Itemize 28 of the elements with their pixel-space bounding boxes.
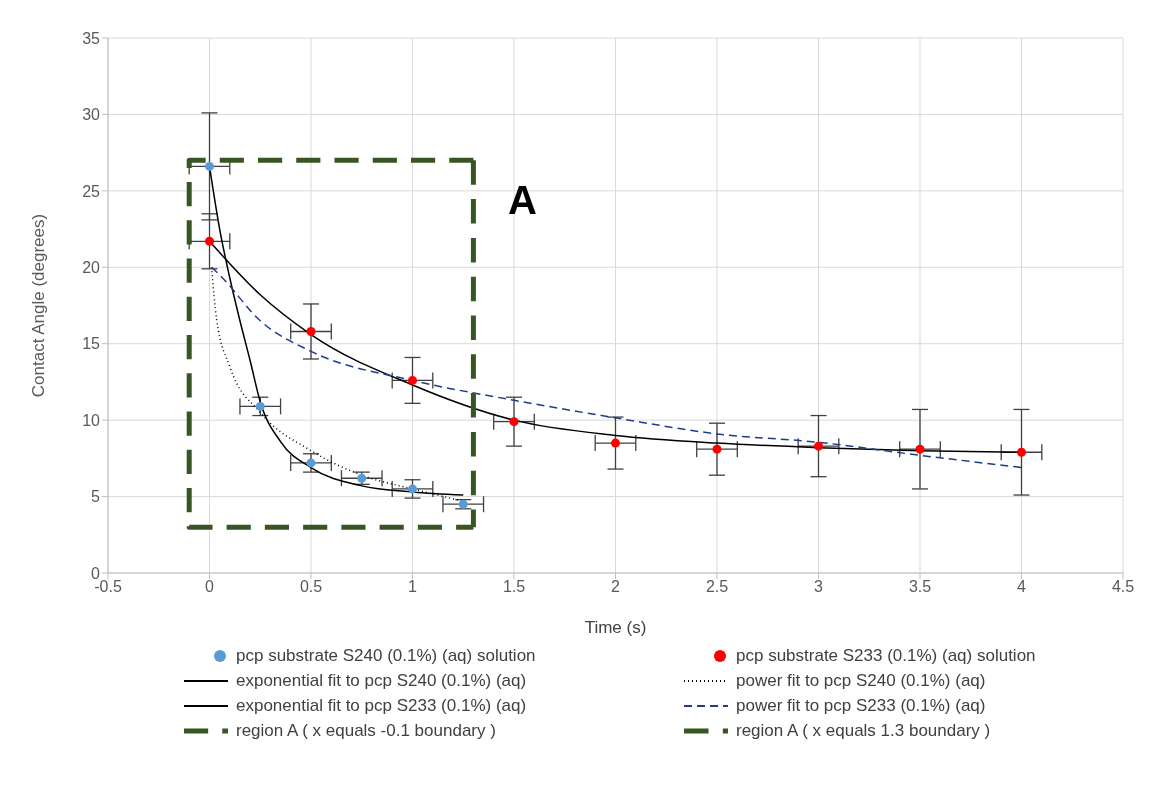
y-tick-label: 5	[91, 488, 101, 506]
legend-label: power fit to pcp S233 (0.1%) (aq)	[736, 695, 986, 716]
y-tick-label: 30	[82, 106, 101, 124]
x-tick-label: 4.5	[1111, 578, 1135, 596]
legend-label: pcp substrate S233 (0.1%) (aq) solution	[736, 645, 1036, 666]
x-tick-label: 1.5	[502, 578, 526, 596]
legend-label: power fit to pcp S240 (0.1%) (aq)	[736, 670, 986, 691]
annotation: A	[508, 178, 537, 223]
x-tick-label: 0	[205, 578, 215, 596]
y-tick-label: 10	[82, 411, 101, 429]
x-axis-title: Time (s)	[584, 618, 647, 637]
x-tick-label: 3.5	[908, 578, 932, 596]
legend-label: exponential fit to pcp S233 (0.1%) (aq)	[236, 695, 527, 716]
legend-label: exponential fit to pcp S240 (0.1%) (aq)	[236, 670, 527, 691]
legend-label: pcp substrate S240 (0.1%) (aq) solution	[236, 645, 536, 666]
x-tick-label: 4	[1017, 578, 1027, 596]
y-tick-label: 20	[82, 258, 101, 276]
y-axis-title: Contact Angle (degrees)	[29, 213, 49, 398]
x-tick-label: 3	[814, 578, 824, 596]
y-tick-label: 15	[82, 335, 101, 353]
x-tick-label: 2	[611, 578, 621, 596]
legend-label: region A ( x equals 1.3 boundary )	[736, 720, 991, 741]
x-tick-label: 0.5	[299, 578, 323, 596]
y-tick-label: 25	[82, 182, 101, 200]
x-tick-label: 1	[408, 578, 418, 596]
legend-label: region A ( x equals -0.1 boundary )	[236, 720, 496, 741]
y-tick-label: 35	[82, 29, 101, 47]
x-tick-label: 2.5	[705, 578, 729, 596]
